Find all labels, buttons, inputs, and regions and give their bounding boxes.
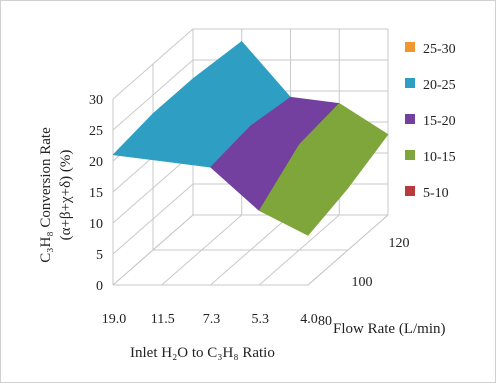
- x-tick-label: 11.5: [151, 312, 175, 327]
- x-tick-label: 5.3: [252, 312, 270, 327]
- depth-tick-label: 100: [352, 275, 373, 290]
- x-axis-title: Inlet H₂O to C₃H₈ Ratio: [130, 345, 275, 361]
- grid-line-floor: [210, 214, 291, 286]
- legend-swatch: [405, 150, 415, 160]
- x-axis-ticks: 19.0 11.5 7.3 5.3 4.0: [102, 312, 318, 327]
- legend-swatch: [405, 186, 415, 196]
- y-tick-label: 20: [89, 155, 103, 170]
- legend-label: 25-30: [423, 42, 456, 57]
- surface-patch: [258, 144, 349, 236]
- grid-line-floor: [112, 214, 194, 286]
- legend: 25-30 20-25 15-20 10-15 5-10: [405, 42, 456, 201]
- y-axis-title-line1: C₃H₈ Conversion Rate: [38, 127, 54, 263]
- depth-tick-label: 120: [389, 236, 410, 251]
- y-tick-label: 0: [96, 279, 103, 294]
- grid-line-floor: [258, 214, 340, 286]
- y-axis-title-line2: (α+β+χ+δ) (%): [58, 150, 74, 241]
- depth-axis-title: Flow Rate (L/min): [333, 321, 446, 337]
- y-tick-label: 5: [96, 248, 103, 263]
- y-axis-ticks: 0 5 10 15 20 25 30: [89, 93, 103, 294]
- y-tick-label: 30: [89, 93, 103, 108]
- x-tick-label: 4.0: [300, 312, 318, 327]
- legend-swatch: [405, 78, 415, 88]
- y-tick-label: 25: [89, 124, 103, 139]
- chart-surface: [112, 41, 389, 236]
- x-tick-label: 7.3: [203, 312, 221, 327]
- depth-axis-ticks: 80 100 120: [318, 236, 410, 329]
- legend-swatch: [405, 42, 415, 52]
- legend-swatch: [405, 114, 415, 124]
- legend-label: 20-25: [423, 78, 456, 93]
- y-tick-label: 10: [89, 217, 103, 232]
- y-axis-title: C₃H₈ Conversion Rate (α+β+χ+δ) (%): [38, 127, 74, 263]
- legend-label: 15-20: [423, 114, 456, 129]
- axis-line: [307, 214, 389, 286]
- y-tick-label: 15: [89, 186, 103, 201]
- legend-label: 5-10: [423, 186, 449, 201]
- x-tick-label: 19.0: [102, 312, 127, 327]
- depth-tick-label: 80: [318, 314, 332, 329]
- grid-line-floor: [161, 214, 243, 286]
- legend-label: 10-15: [423, 150, 456, 165]
